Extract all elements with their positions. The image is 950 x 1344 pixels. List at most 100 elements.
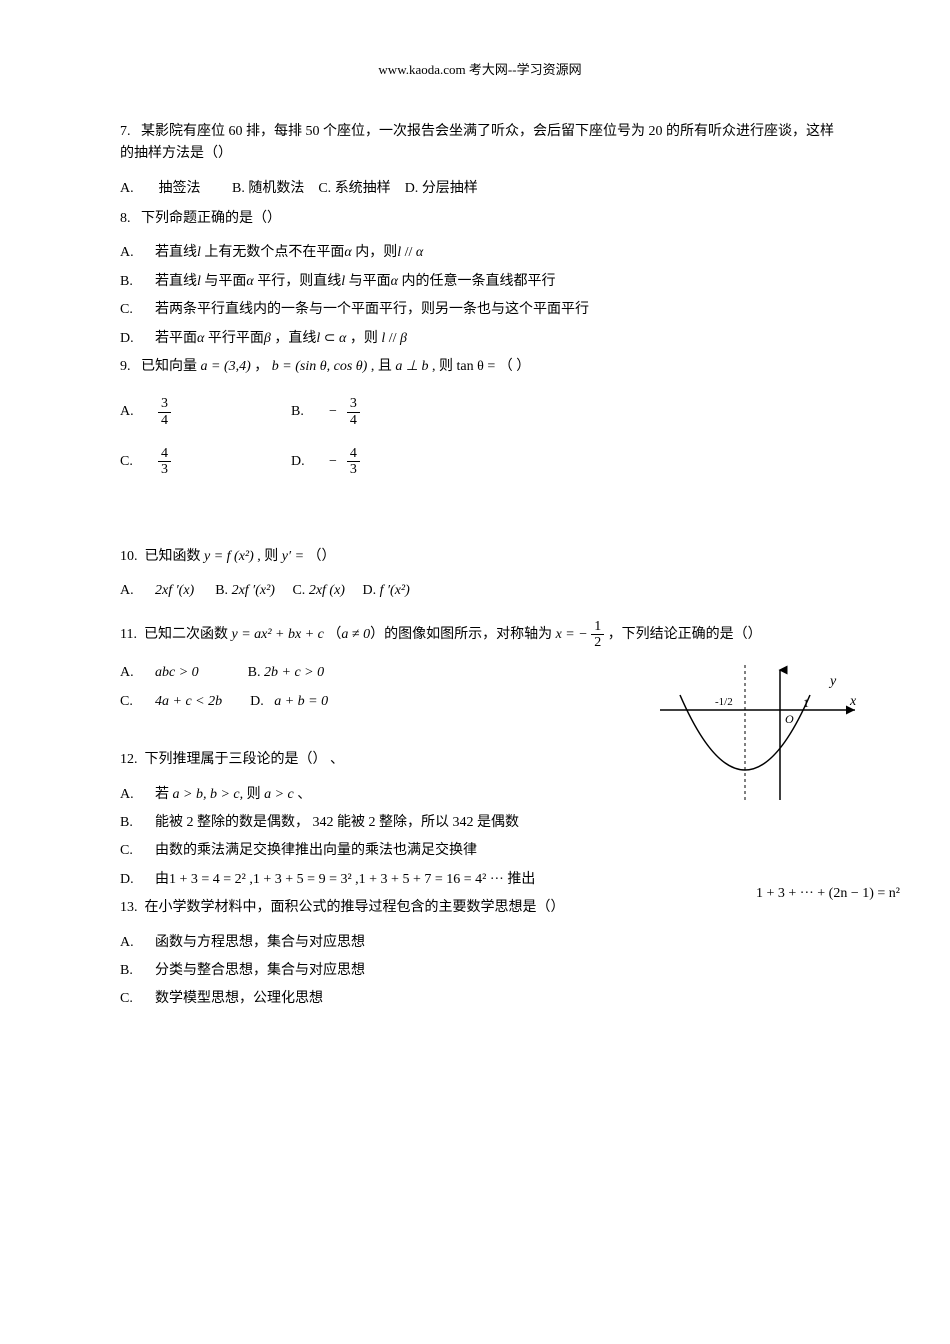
text: 能被 2 整除的数是偶数， 342 能被 2 整除，所以 342 是偶数: [155, 815, 519, 830]
q12-opt-d: D. 由1 + 3 = 4 = 2² ,1 + 3 + 5 = 9 = 3² ,…: [120, 869, 840, 891]
q8-opt-a: A. 若直线l 上有无数个点不在平面α 内，则l // α: [120, 242, 840, 264]
text: 推出: [507, 872, 535, 887]
text: 由: [155, 872, 169, 887]
text: 若直线: [155, 245, 197, 260]
tick-neg: -1/2: [715, 696, 733, 708]
opt-c: 2xf (x): [309, 583, 345, 598]
label-b: B.: [248, 665, 261, 680]
question-13: 13. 在小学数学材料中，面积公式的推导过程包含的主要数学思想是（）: [120, 897, 840, 919]
q9-num: 9.: [120, 359, 131, 374]
q9-options-row2: C. 43 D. − 43: [120, 446, 840, 478]
text: （）: [308, 549, 336, 564]
label-a: A.: [120, 662, 148, 684]
text: （: [327, 627, 341, 642]
text: 已知二次函数: [144, 627, 228, 642]
text: ，: [254, 359, 268, 374]
text: 在小学数学材料中，面积公式的推导过程包含的主要数学思想是（）: [145, 900, 565, 915]
text: ，直线: [274, 331, 316, 346]
text: ）的图像如图所示，对称轴为: [370, 627, 552, 642]
label-b: B.: [291, 401, 319, 423]
opt-c: 4a + c < 2b: [155, 694, 222, 709]
eq-right: 1 + 3 + ··· + (2n − 1) = n²: [756, 883, 900, 905]
label-a: A.: [120, 242, 148, 264]
text: 若: [155, 787, 169, 802]
text: ，下列结论正确的是（）: [608, 627, 762, 642]
opt-b: 2b + c > 0: [264, 665, 324, 680]
q13-opt-a: A. 函数与方程思想，集合与对应思想: [120, 932, 840, 954]
question-11: 11. 已知二次函数 y = ax² + bx + c （a ≠ 0）的图像如图…: [120, 619, 840, 651]
question-8: 8. 下列命题正确的是（）: [120, 208, 840, 230]
label-c: C.: [318, 181, 331, 196]
label-b: B.: [120, 271, 148, 293]
eq: y = f (x²): [204, 549, 254, 564]
label-c: C.: [120, 691, 148, 713]
question-7: 7. 某影院有座位 60 排，每排 50 个座位，一次报告会坐满了听众，会后留下…: [120, 121, 840, 166]
tick-pos: 1: [803, 696, 809, 710]
q8-opt-b: B. 若直线l 与平面α 平行，则直线l 与平面α 内的任意一条直线都平行: [120, 271, 840, 293]
label-d: D.: [362, 583, 376, 598]
label-c: C.: [120, 299, 148, 321]
q7-text: 某影院有座位 60 排，每排 50 个座位，一次报告会坐满了听众，会后留下座位号…: [120, 124, 834, 161]
text: 分类与整合思想，集合与对应思想: [155, 963, 365, 978]
label-b: B.: [120, 812, 148, 834]
label-b: B.: [215, 583, 228, 598]
q12-num: 12.: [120, 752, 138, 767]
label-b: B.: [120, 960, 148, 982]
text: （ ）: [499, 359, 531, 374]
q13-num: 13.: [120, 900, 138, 915]
opt-b: 2xf ′(x²): [232, 583, 275, 598]
label-b: B.: [232, 181, 245, 196]
q7-opt-c: 系统抽样: [335, 181, 391, 196]
q7-opt-a: 抽签法: [159, 181, 201, 196]
text: 平行，则直线: [257, 274, 341, 289]
text: 上有无数个点不在平面: [204, 245, 344, 260]
text: 内，则: [355, 245, 397, 260]
x-label: x: [849, 694, 857, 709]
text: 若直线: [155, 274, 197, 289]
q8-text: 下列命题正确的是（）: [141, 211, 281, 226]
question-9: 9. 已知向量 a = (3,4) ， b = (sin θ, cos θ) ,…: [120, 356, 840, 378]
text: 已知函数: [145, 549, 201, 564]
text: , 则: [257, 549, 278, 564]
opt-a: 2xf ′(x): [155, 583, 194, 598]
label-d: D.: [120, 328, 148, 350]
q8-opt-d: D. 若平面α 平行平面β ，直线l ⊂ α ，则 l // β: [120, 328, 840, 350]
q7-num: 7.: [120, 124, 131, 139]
y-label: y: [828, 674, 837, 689]
q7-opt-d: 分层抽样: [422, 181, 478, 196]
label-d: D.: [291, 451, 319, 473]
label-d: D.: [120, 869, 148, 891]
origin-label: O: [785, 712, 794, 726]
eq: a > b, b > c,: [173, 787, 244, 802]
label-a: A.: [120, 932, 148, 954]
text: 、: [297, 787, 311, 802]
text: , 则: [432, 359, 453, 374]
text: 与平面: [349, 274, 391, 289]
frac-n3-4: 34: [347, 396, 360, 428]
text: ，则: [350, 331, 378, 346]
eq: a > c: [264, 787, 294, 802]
text: , 且: [371, 359, 392, 374]
text: 内的任意一条直线都平行: [402, 274, 556, 289]
q10-num: 10.: [120, 549, 138, 564]
eq: y = ax² + bx + c: [231, 627, 323, 642]
q13-opt-b: B. 分类与整合思想，集合与对应思想: [120, 960, 840, 982]
q11-graph: y x O -1/2 1: [660, 665, 860, 805]
q12-opt-c: C. 由数的乘法满足交换律推出向量的乘法也满足交换律: [120, 840, 840, 862]
text: 平行平面: [208, 331, 264, 346]
text: 与平面: [204, 274, 246, 289]
label-d: D.: [250, 694, 264, 709]
question-10: 10. 已知函数 y = f (x²) , 则 y′ = （）: [120, 546, 840, 568]
label-d: D.: [405, 181, 419, 196]
eq: a = (3,4): [201, 359, 251, 374]
eq: y′ =: [282, 549, 304, 564]
frac-4-3: 43: [158, 446, 171, 478]
q9-options-row1: A. 34 B. − 34: [120, 396, 840, 428]
q13-opt-c: C. 数学模型思想，公理化思想: [120, 988, 840, 1010]
opt-d: a + b = 0: [274, 694, 328, 709]
q10-options: A. 2xf ′(x) B. 2xf ′(x²) C. 2xf (x) D. f…: [120, 580, 840, 602]
eq: b = (sin θ, cos θ): [272, 359, 368, 374]
eq: a ⊥ b: [395, 359, 428, 374]
q12-opt-b: B. 能被 2 整除的数是偶数， 342 能被 2 整除，所以 342 是偶数: [120, 812, 840, 834]
eq: 1 + 3 = 4 = 2² ,1 + 3 + 5 = 9 = 3² ,1 + …: [169, 872, 504, 887]
